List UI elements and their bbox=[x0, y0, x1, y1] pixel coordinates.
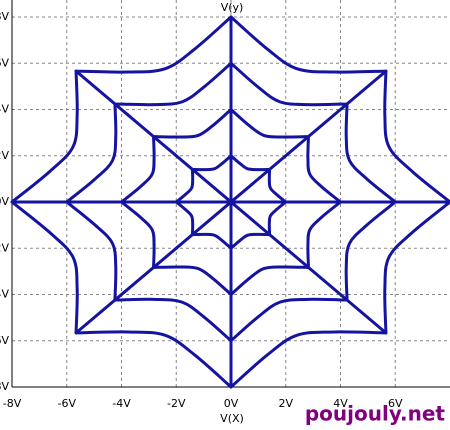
y-tick-label: -4V bbox=[0, 288, 9, 301]
y-tick-label: -8V bbox=[0, 380, 9, 393]
x-axis-title: V(X) bbox=[220, 412, 244, 425]
y-tick-label: 2V bbox=[0, 149, 9, 162]
web-ring bbox=[65, 61, 397, 343]
x-tick-label: -6V bbox=[58, 397, 77, 410]
y-tick-label: 8V bbox=[0, 10, 9, 23]
x-tick-label: -2V bbox=[167, 397, 186, 410]
y-tick-label: -2V bbox=[0, 241, 9, 254]
x-tick-label: 4V bbox=[333, 397, 348, 410]
web-spokes bbox=[10, 15, 450, 389]
watermark: poujouly.net bbox=[305, 402, 446, 426]
y-tick-label: 0V bbox=[0, 195, 9, 208]
y-tick-label: 6V bbox=[0, 56, 9, 69]
y-tick-label: -6V bbox=[0, 334, 9, 347]
web-ring bbox=[174, 154, 288, 250]
web-ring bbox=[120, 108, 342, 296]
y-tick-label: 4V bbox=[0, 103, 9, 116]
x-tick-label: 2V bbox=[278, 397, 293, 410]
x-tick-label: -4V bbox=[112, 397, 131, 410]
web-ring bbox=[10, 15, 450, 389]
x-tick-label: 6V bbox=[388, 397, 403, 410]
x-tick-label: -8V bbox=[3, 397, 22, 410]
y-axis-title: V(y) bbox=[221, 1, 244, 14]
x-tick-label: 0V bbox=[224, 397, 239, 410]
